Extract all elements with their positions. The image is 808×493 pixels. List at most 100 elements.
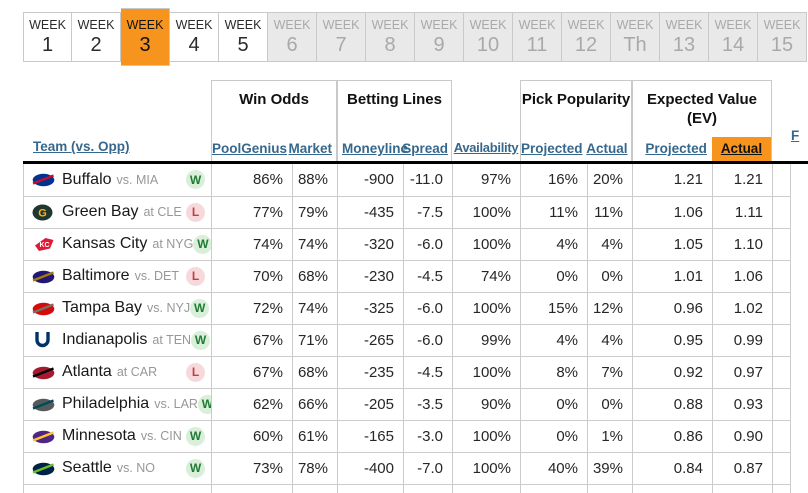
market-odds-cell: 74% <box>292 292 338 325</box>
week-tab-number: 7 <box>335 34 347 56</box>
pick-projected-cell: 16% <box>520 164 588 197</box>
cutoff-column-link[interactable]: F <box>791 128 800 143</box>
team-name: Baltimore <box>62 267 130 284</box>
pick-actual-cell: 39% <box>587 452 633 485</box>
table-row: Seattle vs. NO W 73% 78% -400 -7.0 100% … <box>23 452 791 485</box>
spacer-cell <box>772 228 791 261</box>
week-tab-label: WEEK <box>322 18 360 32</box>
result-badge: W <box>186 426 205 446</box>
week-tab[interactable]: WEEK 5 <box>219 12 268 62</box>
availability-cell: 90% <box>452 388 521 421</box>
week-tab-number: 11 <box>526 34 548 56</box>
week-tab[interactable]: WEEK 2 <box>72 12 121 62</box>
pick-actual-cell: 4% <box>587 324 633 357</box>
team-logo-icon <box>32 171 58 188</box>
spacer-cell <box>772 324 791 357</box>
table-row: Minnesota vs. CIN W 60% 61% -165 -3.0 10… <box>23 420 791 453</box>
betting-lines-title: Betting Lines <box>346 91 442 108</box>
spacer-cell <box>772 164 791 197</box>
ev-actual-cell: 1.06 <box>712 260 773 293</box>
week-tab[interactable]: WEEK 1 <box>23 12 72 62</box>
week-tab: WEEK 7 <box>317 12 366 62</box>
spread-cell: -6.0 <box>403 292 453 325</box>
week-tab-number: Th <box>623 34 647 56</box>
sort-poolgenius-link[interactable]: PoolGenius <box>212 141 288 156</box>
week-selector: WEEK 1 WEEK 2 WEEK 3 WEEK 4 WEEK 5 WEEK … <box>23 7 807 67</box>
sort-market-link[interactable]: Market <box>288 141 333 156</box>
week-tab-number: 9 <box>433 34 445 56</box>
moneyline-cell: -165 <box>337 420 404 453</box>
sort-pick-projected-link[interactable]: Projected <box>521 141 583 156</box>
team-logo-icon <box>32 460 58 477</box>
ev-actual-cell: 0.87 <box>712 452 773 485</box>
team-name: Seattle <box>62 459 112 476</box>
svg-text:KC: KC <box>39 242 49 249</box>
betting-lines-group: Betting Lines Moneyline Spread <box>337 80 452 162</box>
table-row: Tampa Bay vs. NYJ W 72% 74% -325 -6.0 10… <box>23 292 791 325</box>
spread-cell: -6.0 <box>403 228 453 261</box>
spread-cell: -3.0 <box>403 420 453 453</box>
poolgenius-odds-cell: 73% <box>211 452 293 485</box>
week-tab-label: WEEK <box>175 18 213 32</box>
expected-value-title: Expected Value (EV) <box>646 91 758 127</box>
pick-popularity-title: Pick Popularity <box>521 91 631 108</box>
table-row-partial <box>23 484 791 493</box>
sort-ev-projected-link[interactable]: Projected <box>645 141 707 156</box>
spacer-cell <box>772 196 791 229</box>
ev-actual-cell: 0.99 <box>712 324 773 357</box>
team-logo-icon <box>32 364 58 381</box>
spacer-cell <box>403 484 453 493</box>
sort-spread-link[interactable]: Spread <box>402 141 448 156</box>
poolgenius-odds-cell: 77% <box>211 196 293 229</box>
week-tab[interactable]: WEEK 3 <box>121 8 170 66</box>
opponent-label: at TEN <box>152 333 192 347</box>
week-tab: WEEK 12 <box>562 12 611 62</box>
ev-projected-cell: 0.95 <box>632 324 713 357</box>
week-tab-label: WEEK <box>469 18 507 32</box>
pick-actual-cell: 0% <box>587 260 633 293</box>
poolgenius-odds-cell: 67% <box>211 356 293 389</box>
pick-projected-cell: 4% <box>520 324 588 357</box>
sort-ev-actual-link[interactable]: Actual <box>720 141 763 156</box>
week-tab-label: WEEK <box>371 18 409 32</box>
ev-projected-cell: 0.86 <box>632 420 713 453</box>
ev-actual-cell: 1.11 <box>712 196 773 229</box>
ev-projected-cell: 0.84 <box>632 452 713 485</box>
team-cell: KC Kansas City at NYG W <box>23 228 212 261</box>
sort-moneyline-link[interactable]: Moneyline <box>342 141 409 156</box>
pick-projected-cell: 40% <box>520 452 588 485</box>
pick-projected-cell: 15% <box>520 292 588 325</box>
table-row: Baltimore vs. DET L 70% 68% -230 -4.5 74… <box>23 260 791 293</box>
spacer-cell <box>337 484 404 493</box>
market-odds-cell: 66% <box>292 388 338 421</box>
ev-projected-cell: 1.06 <box>632 196 713 229</box>
result-badge: L <box>186 266 205 286</box>
pick-popularity-group: Pick Popularity Projected Actual <box>520 80 632 162</box>
pick-projected-cell: 4% <box>520 228 588 261</box>
spread-cell: -7.5 <box>403 196 453 229</box>
spacer-cell <box>772 420 791 453</box>
opponent-label: vs. DET <box>134 269 180 283</box>
team-header-link[interactable]: Team (vs. Opp) <box>33 139 130 154</box>
pick-actual-cell: 12% <box>587 292 633 325</box>
sort-availability-link[interactable]: Availability <box>453 140 519 155</box>
availability-column-header: Availability <box>452 139 520 157</box>
table-row: G Green Bay at CLE L 77% 79% -435 -7.5 1… <box>23 196 791 229</box>
pick-actual-cell: 0% <box>587 388 633 421</box>
poolgenius-odds-cell: 62% <box>211 388 293 421</box>
week-tab: WEEK 6 <box>268 12 317 62</box>
week-tab[interactable]: WEEK 4 <box>170 12 219 62</box>
sort-pick-actual-link[interactable]: Actual <box>586 141 628 156</box>
moneyline-cell: -320 <box>337 228 404 261</box>
ev-actual-active-sort: Actual <box>711 137 771 161</box>
week-tab-label: WEEK <box>273 18 311 32</box>
availability-cell: 100% <box>452 196 521 229</box>
header-divider <box>23 161 808 164</box>
pick-projected-cell: 0% <box>520 260 588 293</box>
market-odds-cell: 68% <box>292 260 338 293</box>
market-odds-cell: 88% <box>292 164 338 197</box>
week-tab-number: 1 <box>41 34 54 56</box>
opponent-label: at NYG <box>152 237 194 251</box>
result-badge: W <box>197 394 211 414</box>
pick-actual-cell: 4% <box>587 228 633 261</box>
